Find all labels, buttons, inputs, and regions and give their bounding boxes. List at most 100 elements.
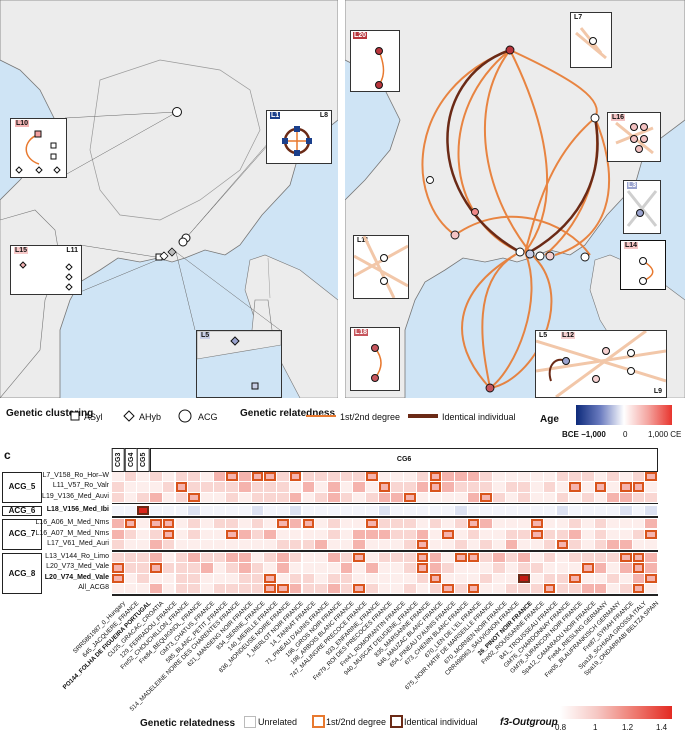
heatmap-cell: [467, 553, 480, 563]
heatmap-cell: [645, 492, 658, 502]
heatmap-cell: [150, 519, 162, 529]
heatmap-cell: [569, 505, 581, 516]
heatmap-cell: [239, 482, 251, 492]
heatmap-cell: [543, 519, 556, 529]
inset-label-l15: L15: [14, 247, 29, 254]
heatmap-cell: [366, 553, 378, 563]
heatmap-cell: [620, 529, 632, 539]
heatmap-cell: [112, 492, 124, 502]
heatmap-cell: [569, 482, 581, 492]
heatmap-cell: [404, 505, 416, 516]
heatmap-cell: [493, 482, 505, 492]
heatmap-cell: [404, 472, 416, 482]
heatmap-cell: [226, 584, 238, 594]
heatmap-cell: [366, 519, 378, 529]
heatmap-cell: [137, 482, 150, 492]
heatmap-cell: [366, 573, 378, 583]
inset-l1-l8-symbols: [282, 126, 312, 156]
heatmap-cell: [277, 505, 289, 516]
heatmap-cell: [137, 472, 150, 482]
heatmap-cell: [162, 505, 175, 516]
heatmap-cell: [264, 482, 277, 492]
heatmap-cell: [632, 563, 645, 573]
heatmap-cell: [442, 553, 454, 563]
heatmap-cell: [531, 519, 543, 529]
heatmap-cell: [416, 553, 429, 563]
heatmap-cell: [632, 529, 645, 539]
heatmap-cell: [404, 492, 416, 502]
heatmap-cell: [645, 584, 658, 594]
heatmap-cell: [188, 529, 200, 539]
inset-l5: L5: [196, 330, 282, 398]
heatmap-cell: [404, 563, 416, 573]
heatmap-cell: [150, 482, 162, 492]
heatmap-cell: [340, 482, 353, 492]
heatmap-cell: [327, 529, 340, 539]
inset-l3-symbols: [626, 190, 658, 227]
heatmap-cell: [493, 563, 505, 573]
heatmap-cell: [366, 505, 378, 516]
heatmap-cell: [188, 539, 200, 550]
heatmap-cell: [327, 573, 340, 583]
heatmap-cell: [239, 492, 251, 502]
heatmap-cell: [188, 519, 200, 529]
row-label: L19_V136_Med_Auvi: [42, 492, 109, 500]
heatmap-cell: [200, 553, 213, 563]
heatmap-cell: [454, 505, 467, 516]
heatmap-cell: [289, 492, 302, 502]
heatmap-cell: [124, 492, 137, 502]
heatmap-cell: [581, 519, 594, 529]
heatmap-cell: [556, 482, 569, 492]
heatmap-cell: [505, 584, 518, 594]
unrelated-swatch: [244, 716, 256, 728]
heatmap-cell: [327, 584, 340, 594]
heatmap-cell: [594, 505, 607, 516]
heatmap-cell: [289, 505, 302, 516]
heatmap-cell: [632, 472, 645, 482]
heatmap-cell: [340, 472, 353, 482]
heatmap-cell: [594, 529, 607, 539]
heatmap-cell: [327, 539, 340, 550]
heatmap-cell: [289, 539, 302, 550]
heatmap-cell: [353, 553, 365, 563]
heatmap-cell: [531, 539, 543, 550]
inset-l14: L14: [620, 240, 666, 290]
heatmap-cell: [442, 492, 454, 502]
heatmap-cell: [213, 529, 226, 539]
heatmap-cell: [315, 482, 327, 492]
heatmap-cell: [480, 553, 492, 563]
inset-l1-l8: L1 L8: [266, 110, 332, 164]
heatmap-cell: [162, 529, 175, 539]
heatmap-cell: [137, 584, 150, 594]
heatmap-cell: [340, 539, 353, 550]
heatmap-cell: [404, 482, 416, 492]
heatmap-cell: [200, 529, 213, 539]
heatmap-cell: [467, 519, 480, 529]
heatmap-cell: [416, 519, 429, 529]
inset-l18: L18: [350, 327, 400, 391]
heatmap-cell: [531, 584, 543, 594]
heatmap-cell: [327, 563, 340, 573]
heatmap-cell: [581, 492, 594, 502]
cg-header-2: CG4: [124, 448, 138, 472]
heatmap-cell: [632, 519, 645, 529]
identical-arcs: [446, 48, 599, 254]
heatmap-cell: [124, 584, 137, 594]
heatmap-cell: [378, 519, 391, 529]
heatmap-cell: [366, 584, 378, 594]
heatmap-cell: [327, 553, 340, 563]
heatmap-cell: [264, 539, 277, 550]
heatmap-cell: [454, 539, 467, 550]
inset-l20-symbols: [375, 47, 385, 89]
heatmap-cell: [543, 584, 556, 594]
heatmap-cell: [391, 573, 404, 583]
cg-header-3: CG5: [137, 448, 151, 472]
heatmap-cell: [429, 573, 442, 583]
row-label: L16_A06_M_Med_Nms: [35, 519, 109, 527]
row-label: L7_V158_Ro_Hor–W: [42, 472, 109, 479]
heatmap-cell: [277, 472, 289, 482]
heatmap-cell: [594, 563, 607, 573]
heatmap-cell: [213, 482, 226, 492]
inset-label-l1: L1: [270, 112, 281, 119]
heatmap-cell: [429, 539, 442, 550]
